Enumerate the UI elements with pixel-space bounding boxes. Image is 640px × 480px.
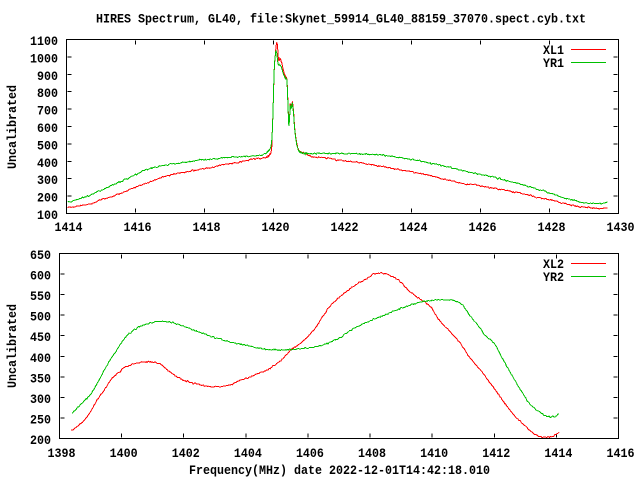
svg-text:1402: 1402 bbox=[172, 446, 200, 461]
svg-text:1418: 1418 bbox=[193, 220, 221, 235]
svg-text:1100: 1100 bbox=[30, 34, 58, 49]
svg-text:1400: 1400 bbox=[110, 446, 138, 461]
svg-text:1000: 1000 bbox=[30, 51, 58, 66]
svg-text:500: 500 bbox=[37, 138, 58, 153]
svg-text:550: 550 bbox=[30, 289, 51, 304]
svg-text:XL2: XL2 bbox=[543, 257, 564, 272]
svg-text:Frequency(MHz) date 2022-12-01: Frequency(MHz) date 2022-12-01T14:42:18.… bbox=[189, 463, 490, 478]
svg-text:1426: 1426 bbox=[469, 220, 497, 235]
svg-text:1410: 1410 bbox=[420, 446, 448, 461]
svg-text:1416: 1416 bbox=[124, 220, 152, 235]
svg-text:700: 700 bbox=[37, 104, 58, 119]
svg-text:450: 450 bbox=[30, 330, 51, 345]
svg-text:1430: 1430 bbox=[607, 220, 635, 235]
svg-text:1412: 1412 bbox=[482, 446, 510, 461]
svg-text:1398: 1398 bbox=[48, 446, 76, 461]
svg-text:250: 250 bbox=[30, 412, 51, 427]
svg-text:YR1: YR1 bbox=[543, 56, 564, 71]
svg-text:100: 100 bbox=[37, 208, 58, 223]
svg-text:1424: 1424 bbox=[400, 220, 428, 235]
svg-text:1404: 1404 bbox=[234, 446, 262, 461]
svg-text:600: 600 bbox=[37, 121, 58, 136]
svg-text:300: 300 bbox=[30, 392, 51, 407]
svg-text:600: 600 bbox=[30, 269, 51, 284]
svg-text:800: 800 bbox=[37, 86, 58, 101]
svg-text:1428: 1428 bbox=[538, 220, 566, 235]
svg-text:500: 500 bbox=[30, 310, 51, 325]
svg-text:400: 400 bbox=[37, 156, 58, 171]
svg-text:1422: 1422 bbox=[331, 220, 359, 235]
svg-text:350: 350 bbox=[30, 371, 51, 386]
svg-text:200: 200 bbox=[30, 433, 51, 448]
svg-text:900: 900 bbox=[37, 69, 58, 84]
svg-text:1414: 1414 bbox=[55, 220, 83, 235]
svg-text:1414: 1414 bbox=[544, 446, 572, 461]
svg-text:1420: 1420 bbox=[262, 220, 290, 235]
svg-text:1416: 1416 bbox=[607, 446, 635, 461]
svg-text:YR2: YR2 bbox=[543, 270, 564, 285]
svg-text:1408: 1408 bbox=[358, 446, 386, 461]
svg-text:HIRES Spectrum, GL40, file:Sky: HIRES Spectrum, GL40, file:Skynet_59914_… bbox=[96, 12, 586, 27]
svg-text:400: 400 bbox=[30, 351, 51, 366]
svg-text:650: 650 bbox=[30, 248, 51, 263]
svg-text:1406: 1406 bbox=[296, 446, 324, 461]
svg-text:Uncalibrated: Uncalibrated bbox=[5, 304, 20, 388]
svg-text:300: 300 bbox=[37, 173, 58, 188]
svg-text:XL1: XL1 bbox=[543, 43, 564, 58]
svg-text:Uncalibrated: Uncalibrated bbox=[5, 85, 20, 169]
svg-text:200: 200 bbox=[37, 191, 58, 206]
